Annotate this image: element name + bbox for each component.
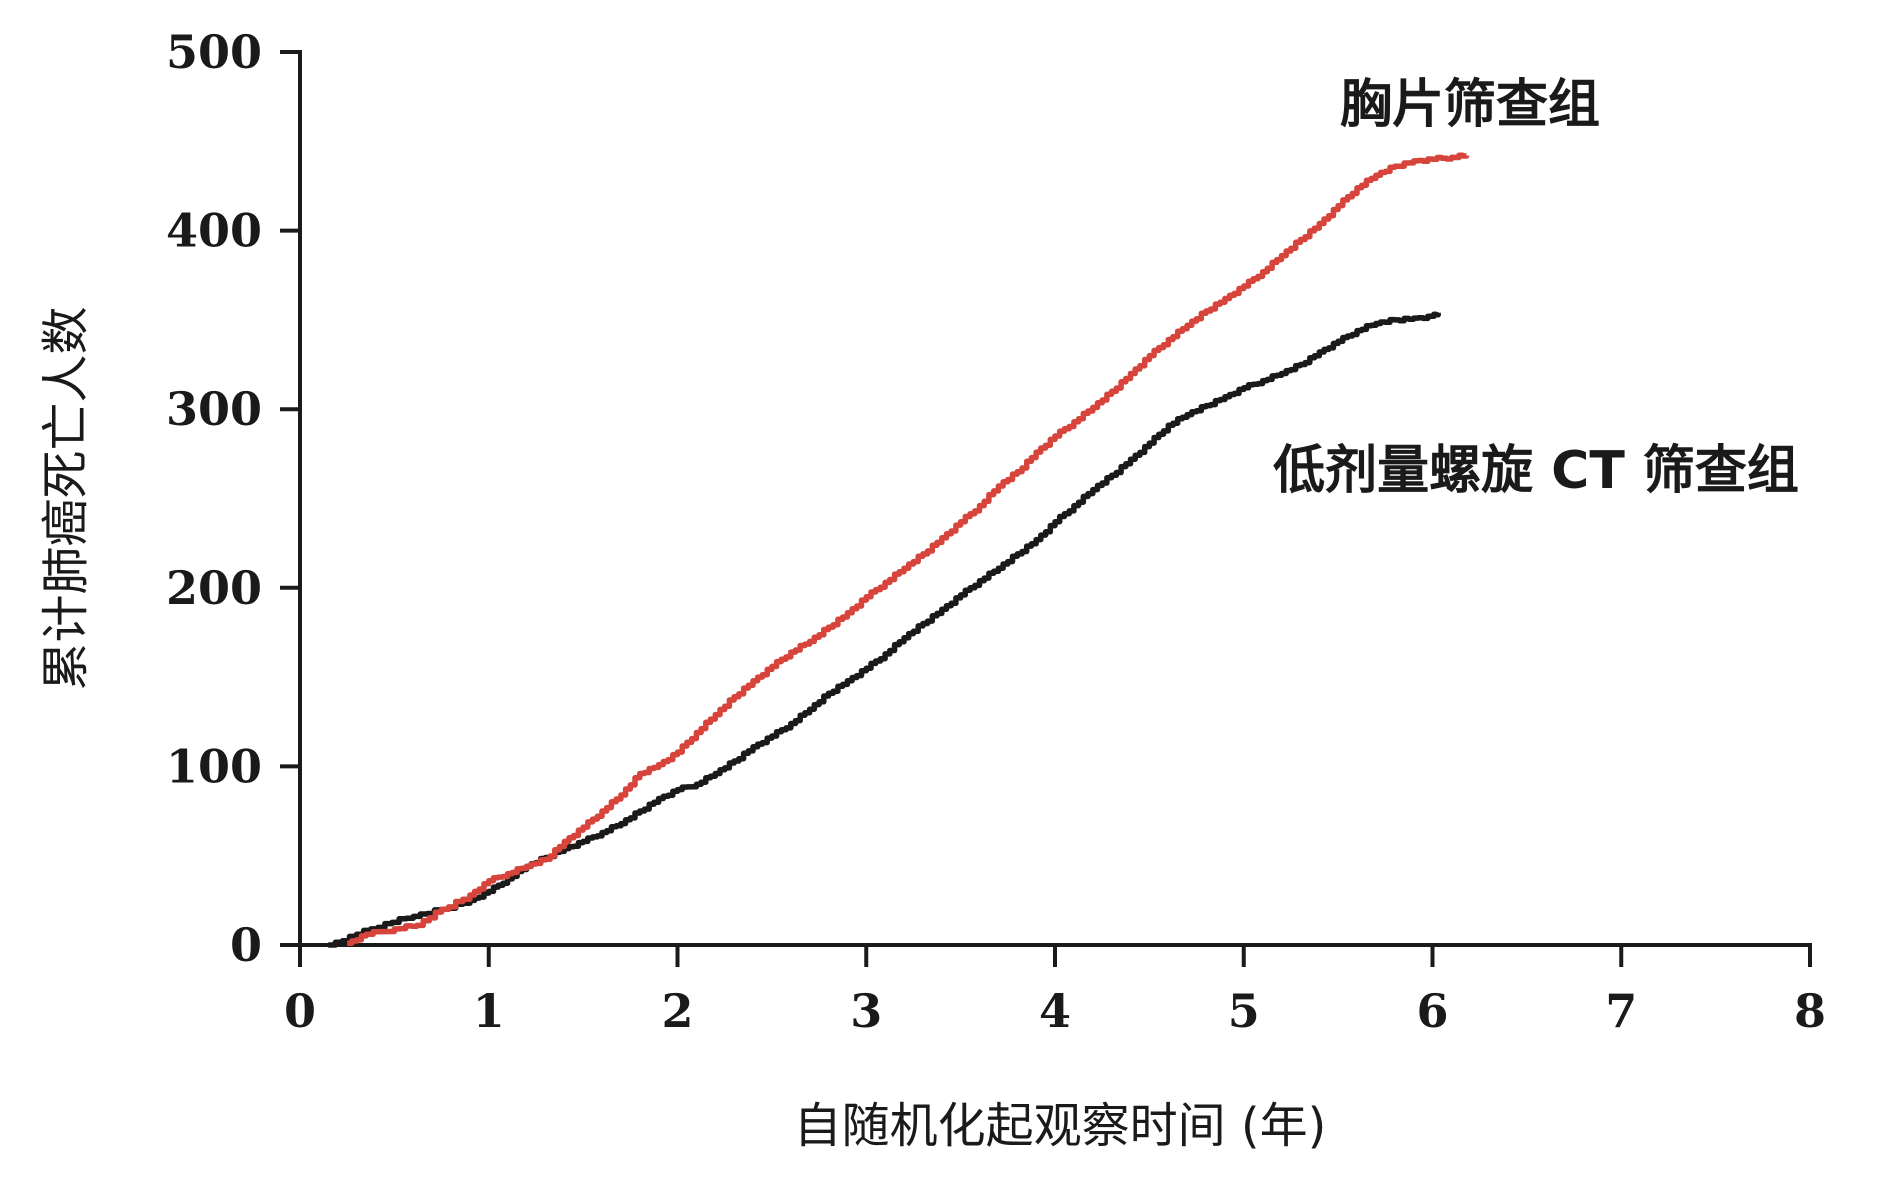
x-tick-label: 3 bbox=[850, 984, 882, 1038]
y-tick-label: 400 bbox=[166, 204, 262, 258]
x-tick-label: 5 bbox=[1228, 984, 1260, 1038]
x-tick-label: 2 bbox=[661, 984, 693, 1038]
x-axis-title: 自随机化起观察时间 (年) bbox=[794, 1098, 1327, 1154]
y-tick-label: 500 bbox=[166, 25, 262, 79]
axes: 0 100 200 300 400 500 0 1 2 3 4 5 6 7 8 bbox=[166, 25, 1826, 1038]
x-tick-label: 0 bbox=[284, 984, 316, 1038]
y-ticks: 0 100 200 300 400 500 bbox=[166, 25, 300, 972]
x-ticks: 0 1 2 3 4 5 6 7 8 bbox=[284, 945, 1826, 1038]
x-tick-label: 7 bbox=[1605, 984, 1637, 1038]
y-tick-label: 200 bbox=[166, 561, 262, 615]
series-line-ldct bbox=[328, 311, 1441, 948]
y-tick-label: 300 bbox=[166, 382, 262, 436]
series-label-ldct: 低剂量螺旋 CT 筛查组 bbox=[1273, 441, 1799, 501]
x-tick-label: 8 bbox=[1794, 984, 1826, 1038]
series-label-xray: 胸片筛查组 bbox=[1340, 75, 1600, 135]
x-tick-label: 4 bbox=[1039, 984, 1071, 1038]
series-line-xray bbox=[347, 152, 1470, 946]
y-tick-label: 100 bbox=[166, 739, 262, 793]
y-tick-label: 0 bbox=[230, 918, 262, 972]
y-axis-title: 累计肺癌死亡人数 bbox=[38, 306, 94, 690]
x-tick-label: 6 bbox=[1416, 984, 1448, 1038]
x-tick-label: 1 bbox=[473, 984, 505, 1038]
series-lines bbox=[328, 152, 1470, 948]
